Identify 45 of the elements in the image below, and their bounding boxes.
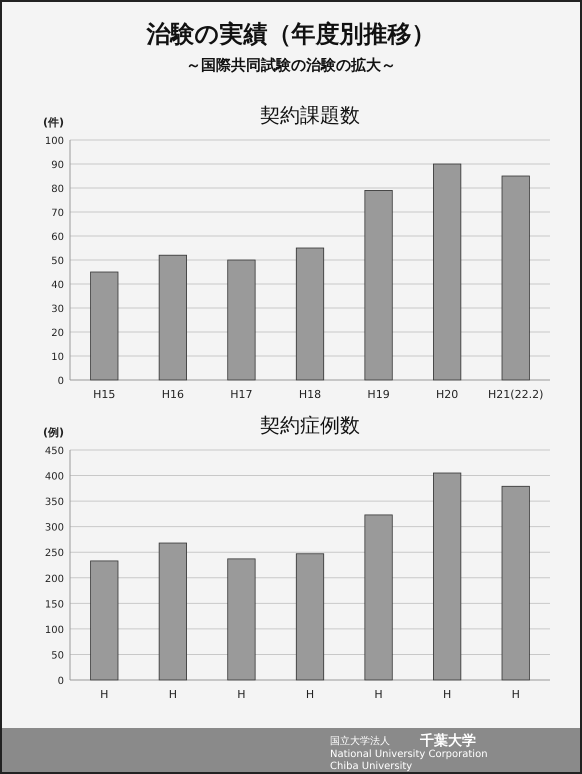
y-tick-label: 0 <box>58 676 64 687</box>
y-tick-label: 80 <box>51 184 64 195</box>
x-tick-label: H <box>374 688 383 701</box>
x-tick-label: H <box>306 688 314 701</box>
y-tick-label: 350 <box>44 497 64 508</box>
text: 千葉大学 <box>419 732 476 749</box>
x-tick-label: H16 <box>162 388 184 401</box>
text: 国立大学法人 <box>330 735 390 747</box>
x-tick-label: H <box>237 688 246 701</box>
x-tick-label: H <box>168 688 177 701</box>
x-tick-label: H20 <box>436 388 458 401</box>
chart-title: 契約課題数 <box>260 103 360 127</box>
y-tick-label: 70 <box>51 208 64 219</box>
y-tick-label: 100 <box>44 136 64 147</box>
x-tick-label: H21(22.2) <box>488 388 544 401</box>
y-axis-title: (件) <box>42 116 64 129</box>
x-tick-label: H18 <box>298 388 322 401</box>
x-tick-label: H <box>443 688 452 701</box>
x-tick-label: H <box>512 688 520 701</box>
y-tick-label: 400 <box>44 472 64 483</box>
y-tick-label: 0 <box>58 376 64 387</box>
x-tick-label: H19 <box>367 388 390 401</box>
y-tick-label: 50 <box>51 256 64 267</box>
text: 治験の実績（年度別推移） <box>146 20 436 48</box>
y-axis-title: (例) <box>42 426 64 439</box>
y-tick-label: 50 <box>51 650 64 662</box>
text: ～国際共同試験の治験の拡大～ <box>186 56 396 74</box>
y-tick-label: 30 <box>51 304 64 315</box>
chart-title: 契約症例数 <box>260 413 360 437</box>
y-tick-label: 100 <box>44 624 64 636</box>
y-tick-label: 300 <box>44 522 64 534</box>
y-tick-label: 40 <box>51 280 64 291</box>
y-tick-label: 60 <box>51 232 64 243</box>
y-tick-label: 90 <box>51 160 64 171</box>
y-tick-label: 450 <box>44 446 64 457</box>
x-tick-label: H <box>100 688 108 701</box>
y-tick-label: 20 <box>51 328 64 339</box>
text: National University Corporation <box>330 749 488 760</box>
y-tick-label: 200 <box>44 574 64 585</box>
x-tick-label: H17 <box>230 388 253 401</box>
y-tick-label: 10 <box>51 352 64 363</box>
text: Chiba University <box>330 761 412 772</box>
y-tick-label: 250 <box>44 548 64 560</box>
x-tick-label: H15 <box>93 388 116 401</box>
y-tick-label: 150 <box>44 599 64 610</box>
